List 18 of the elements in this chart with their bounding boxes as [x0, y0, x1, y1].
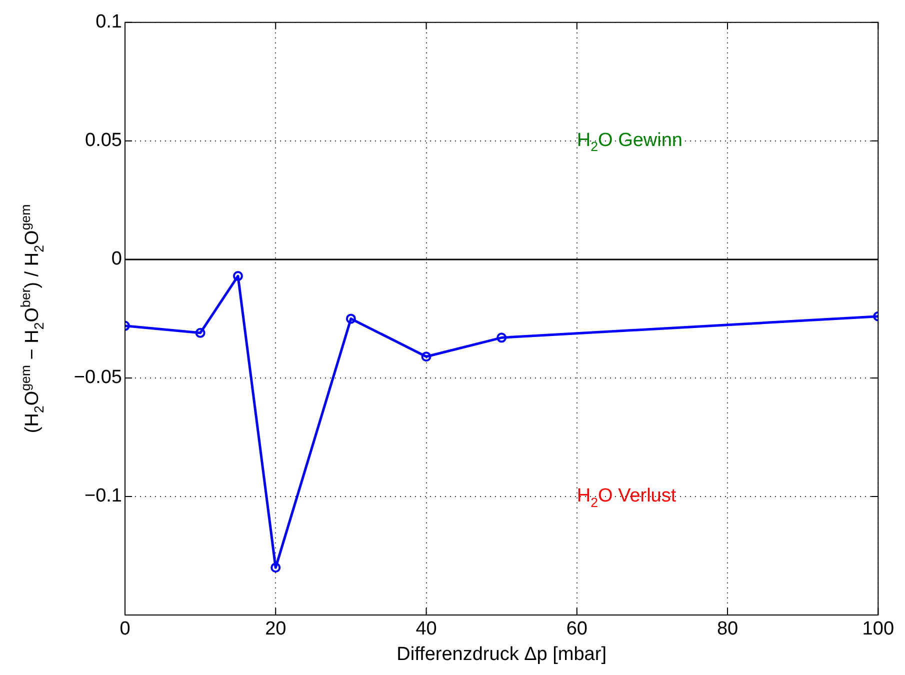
- y-tick-label: 0.1: [96, 12, 122, 33]
- point: [270, 562, 281, 573]
- point: [346, 314, 356, 324]
- y-tick-label: −0.05: [74, 367, 122, 388]
- point: [195, 328, 206, 338]
- point: [421, 352, 432, 362]
- point: [496, 332, 507, 343]
- y-tick-label: 0.05: [85, 130, 122, 152]
- y-tick-label: −0.1: [84, 486, 122, 507]
- x-tick-label: 40: [416, 618, 437, 640]
- x-tick-label: 60: [566, 618, 588, 640]
- point: [232, 271, 243, 282]
- x-tick-label: 20: [265, 618, 286, 640]
- x-tick-label: 100: [862, 618, 894, 640]
- x-tick-label: 80: [716, 618, 738, 640]
- x-axis-title: Differenzdruck Δp [mbar]: [396, 644, 606, 666]
- text: (H2Ogem − H2Ober) / H2Ogem: [18, 204, 46, 434]
- y-tick-label: 0: [111, 248, 122, 270]
